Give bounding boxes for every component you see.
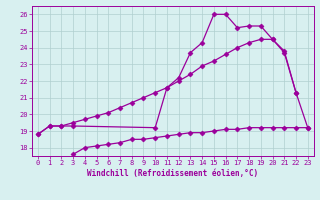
X-axis label: Windchill (Refroidissement éolien,°C): Windchill (Refroidissement éolien,°C) xyxy=(87,169,258,178)
